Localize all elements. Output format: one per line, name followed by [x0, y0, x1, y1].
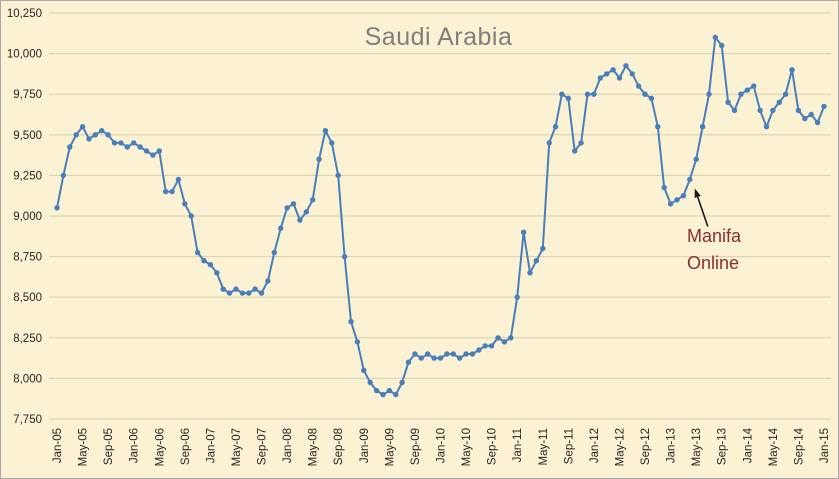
- svg-text:Sep-14: Sep-14: [793, 427, 805, 465]
- svg-text:Sep-08: Sep-08: [333, 428, 345, 465]
- svg-text:Sep-11: Sep-11: [563, 428, 575, 464]
- series-markers: [54, 34, 827, 398]
- gridlines: [49, 12, 831, 420]
- svg-text:Jan-12: Jan-12: [589, 428, 601, 463]
- svg-text:May-14: May-14: [768, 427, 780, 466]
- svg-text:Sep-07: Sep-07: [257, 428, 269, 465]
- svg-text:May-12: May-12: [615, 428, 627, 466]
- svg-text:Jan-06: Jan-06: [129, 428, 141, 463]
- svg-text:8,250: 8,250: [13, 333, 42, 345]
- svg-text:Sep-13: Sep-13: [717, 428, 729, 465]
- svg-text:8,000: 8,000: [13, 373, 42, 385]
- svg-text:Sep-09: Sep-09: [410, 428, 422, 465]
- svg-text:Jan-15: Jan-15: [819, 428, 831, 463]
- svg-text:Jan-10: Jan-10: [436, 428, 448, 463]
- svg-text:Jan-05: Jan-05: [52, 428, 64, 463]
- svg-text:May-11: May-11: [538, 428, 550, 466]
- svg-text:Jan-09: Jan-09: [359, 428, 371, 463]
- svg-text:Jan-08: Jan-08: [282, 428, 294, 463]
- svg-text:9,250: 9,250: [13, 170, 42, 182]
- svg-text:Sep-10: Sep-10: [487, 428, 499, 465]
- svg-text:Sep-12: Sep-12: [640, 428, 652, 465]
- svg-text:May-08: May-08: [308, 428, 320, 466]
- svg-text:May-05: May-05: [78, 428, 90, 466]
- svg-text:9,000: 9,000: [13, 211, 42, 223]
- svg-text:7,750: 7,750: [13, 414, 42, 426]
- svg-text:10,000: 10,000: [7, 49, 42, 61]
- svg-text:Jan-11: Jan-11: [512, 428, 524, 462]
- y-axis-labels: 7,750 8,000 8,250 8,500 8,750 9,000 9,250 9,500…: [7, 8, 42, 426]
- svg-text:9,500: 9,500: [13, 130, 42, 142]
- x-axis-labels: Jan-05 May-05 Sep-05 Jan-06 May-06 Sep-06 Jan-…: [52, 427, 831, 466]
- annotation-arrow: [694, 188, 709, 227]
- svg-text:10,250: 10,250: [7, 8, 42, 20]
- svg-text:Sep-05: Sep-05: [103, 428, 115, 465]
- svg-text:8,750: 8,750: [13, 252, 42, 264]
- svg-text:May-10: May-10: [461, 428, 473, 466]
- svg-text:9,750: 9,750: [13, 89, 42, 101]
- svg-text:Sep-06: Sep-06: [180, 428, 192, 465]
- svg-text:Jan-07: Jan-07: [205, 428, 217, 463]
- svg-text:May-09: May-09: [384, 428, 396, 466]
- svg-text:Jan-14: Jan-14: [742, 427, 754, 463]
- svg-text:May-13: May-13: [691, 428, 703, 466]
- svg-text:May-07: May-07: [231, 428, 243, 466]
- svg-text:Jan-13: Jan-13: [666, 428, 678, 463]
- svg-text:May-06: May-06: [154, 428, 166, 466]
- svg-text:8,500: 8,500: [13, 292, 42, 304]
